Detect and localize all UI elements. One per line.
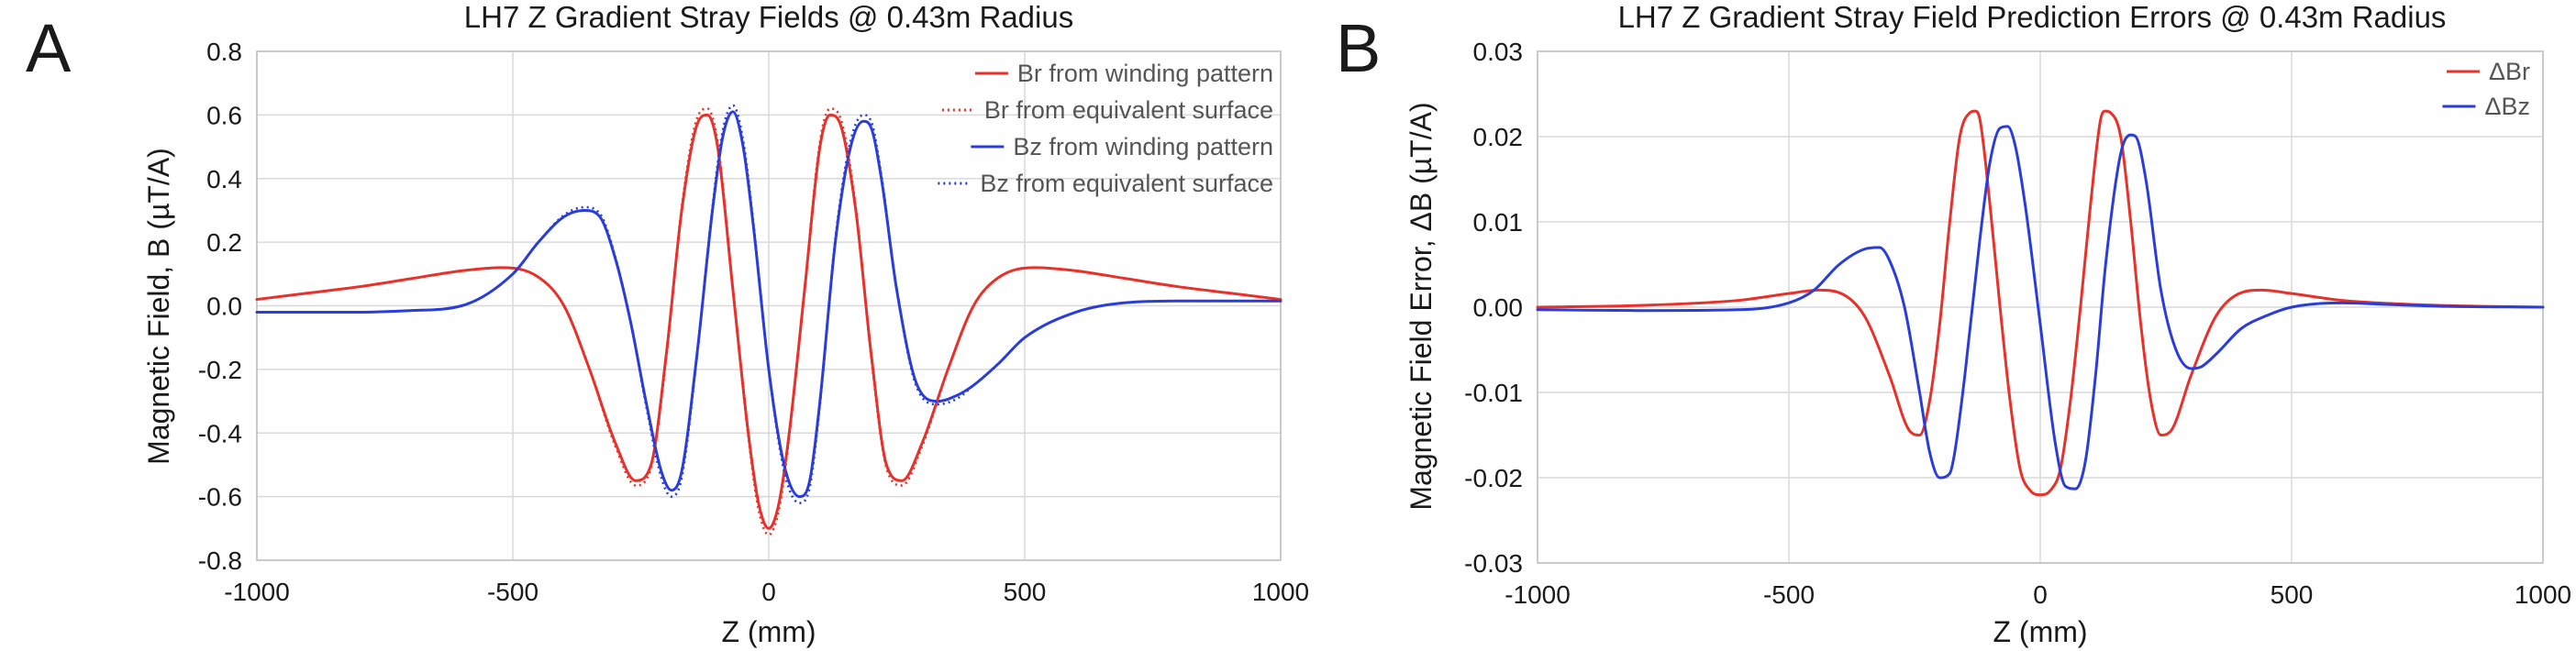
series-line-bz-from-winding-pattern <box>255 110 1282 499</box>
x-tick-label: -1000 <box>1505 580 1571 609</box>
legend-a: Br from winding pattern Br from equivalen… <box>938 60 1273 197</box>
x-ticks-b: -1000 -500 0 500 1000 <box>1505 580 2571 609</box>
x-ticks-a: -1000 -500 0 500 1000 <box>224 578 1309 606</box>
y-tick-label: -0.8 <box>198 546 242 575</box>
y-tick-label: -0.02 <box>1464 464 1523 492</box>
series-group-b <box>1536 109 2545 497</box>
y-tick-label: 0.02 <box>1473 123 1524 151</box>
panel-label-a: A <box>26 10 72 86</box>
x-tick-label: 500 <box>1004 578 1047 606</box>
y-tick-label: 0.8 <box>206 38 242 66</box>
chart-panel-b: B LH7 Z Gradient Stray Field Prediction … <box>1336 0 2571 648</box>
x-tick-label: -500 <box>1763 580 1815 609</box>
y-tick-label: 0.4 <box>206 165 242 193</box>
series-line-bz-from-equivalent-surface <box>257 104 1281 504</box>
y-ticks-b: 0.03 0.02 0.01 0.00 -0.01 -0.02 -0.03 <box>1464 38 1523 578</box>
plot-area-a <box>256 50 1282 561</box>
gridlines-b <box>1537 50 2544 564</box>
y-tick-label: 0.6 <box>206 101 242 129</box>
y-tick-label: 0.03 <box>1473 38 1524 66</box>
y-tick-label: 0.00 <box>1473 293 1524 322</box>
y-axis-label-b: Magnetic Field Error, ΔB (µT/A) <box>1405 102 1438 510</box>
y-tick-label: -0.03 <box>1464 549 1523 578</box>
x-tick-label: 1000 <box>1252 578 1309 606</box>
legend-label: ΔBr <box>2489 58 2530 85</box>
legend-label: Br from winding pattern <box>1017 60 1273 87</box>
x-tick-label: 1000 <box>2515 580 2571 609</box>
y-tick-label: -0.01 <box>1464 379 1523 407</box>
gridlines-a <box>256 50 1282 561</box>
y-tick-label: 0.2 <box>206 228 242 257</box>
legend-label: Br from equivalent surface <box>984 96 1273 124</box>
x-tick-label: 0 <box>2033 580 2048 609</box>
y-tick-label: 0.0 <box>206 292 242 321</box>
chart-title-a: LH7 Z Gradient Stray Fields @ 0.43m Radi… <box>464 0 1073 34</box>
x-axis-label-b: Z (mm) <box>1993 615 2087 648</box>
series-line-bz <box>1536 125 2545 491</box>
series-line-br <box>1536 109 2545 497</box>
legend-label: Bz from equivalent surface <box>980 170 1273 197</box>
y-axis-label-a: Magnetic Field, B (µT/A) <box>142 148 175 465</box>
x-tick-label: -1000 <box>224 578 290 606</box>
y-tick-label: -0.2 <box>198 356 242 384</box>
legend-label: Bz from winding pattern <box>1013 133 1273 160</box>
series-group-a <box>255 104 1282 536</box>
x-tick-label: 500 <box>2271 580 2314 609</box>
y-tick-label: 0.01 <box>1473 208 1524 237</box>
chart-panel-a: A LH7 Z Gradient Stray Fields @ 0.43m Ra… <box>26 0 1309 648</box>
x-tick-label: 0 <box>761 578 776 606</box>
x-tick-label: -500 <box>487 578 539 606</box>
chart-title-b: LH7 Z Gradient Stray Field Prediction Er… <box>1618 0 2447 34</box>
x-axis-label-a: Z (mm) <box>721 615 816 648</box>
y-tick-label: -0.6 <box>198 483 242 512</box>
y-tick-label: -0.4 <box>198 419 242 447</box>
legend-b: ΔBr ΔBz <box>2442 58 2530 120</box>
y-ticks-a: 0.8 0.6 0.4 0.2 0.0 -0.2 -0.4 -0.6 -0.8 <box>198 38 242 575</box>
panel-label-b: B <box>1336 10 1381 86</box>
legend-label: ΔBz <box>2484 93 2530 120</box>
